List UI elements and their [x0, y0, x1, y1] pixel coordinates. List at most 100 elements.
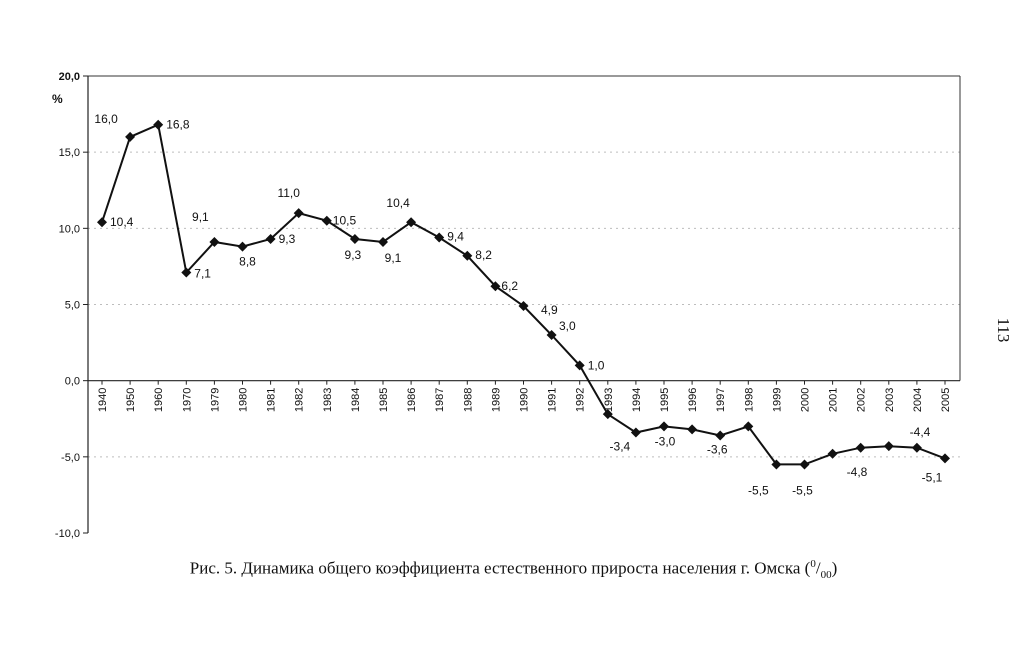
caption-sup: 0 — [810, 558, 816, 570]
data-label: 9,4 — [447, 229, 464, 243]
data-point — [855, 442, 866, 453]
data-label: 4,9 — [541, 303, 558, 317]
x-tick-label: 1988 — [462, 388, 474, 412]
y-axis-label: % — [52, 92, 63, 106]
x-tick-label: 1970 — [181, 388, 193, 412]
data-point — [518, 301, 529, 312]
y-tick-label: 15,0 — [59, 147, 80, 159]
data-label: 10,5 — [333, 214, 357, 228]
data-point — [574, 360, 585, 371]
data-label: 9,3 — [345, 248, 362, 262]
data-label: -4,8 — [847, 465, 868, 479]
x-tick-label: 1980 — [238, 388, 250, 412]
x-tick-label: 2004 — [912, 388, 924, 412]
x-tick-label: 1985 — [378, 388, 390, 412]
x-tick-label: 1997 — [715, 388, 727, 412]
data-point — [293, 208, 304, 219]
caption-slash: / — [815, 558, 821, 578]
series-line — [101, 123, 946, 466]
data-label: 6,2 — [501, 279, 518, 293]
data-label: -3,6 — [707, 443, 728, 457]
data-point — [462, 250, 473, 261]
data-point — [237, 241, 248, 252]
y-tick-label: 20,0 — [59, 71, 80, 83]
x-tick-label: 1979 — [209, 388, 221, 412]
data-point — [827, 448, 838, 459]
data-point — [153, 119, 164, 130]
y-tick-label: -10,0 — [55, 528, 80, 540]
data-point — [630, 427, 641, 438]
data-label: 9,1 — [192, 210, 209, 224]
x-tick-label: 1993 — [603, 388, 615, 412]
data-point — [181, 267, 192, 278]
data-point — [799, 459, 810, 470]
data-label: -3,0 — [655, 434, 676, 448]
data-point — [743, 421, 754, 432]
data-label: -5,5 — [748, 483, 769, 497]
data-label: -5,5 — [792, 483, 813, 497]
x-tick-label: 2000 — [800, 388, 812, 412]
x-tick-label: 1992 — [575, 388, 587, 412]
x-tick-label: 1960 — [153, 388, 165, 412]
x-tick-label: 1940 — [97, 388, 109, 412]
data-label: 8,2 — [475, 248, 492, 262]
data-label: -5,1 — [922, 470, 943, 484]
page-number: 113 — [994, 317, 1013, 343]
x-tick-label: 1986 — [406, 388, 418, 412]
x-tick-label: 1987 — [434, 388, 446, 412]
data-label: 9,1 — [385, 251, 402, 265]
caption-close: ) — [831, 558, 838, 578]
data-point — [125, 131, 136, 142]
data-point — [659, 421, 669, 432]
x-tick-label: 1984 — [350, 388, 362, 412]
x-tick-label: 2001 — [828, 388, 840, 412]
data-point — [687, 424, 698, 435]
data-point — [97, 217, 107, 228]
x-tick-label: 2002 — [856, 388, 868, 412]
x-tick-label: 1995 — [659, 388, 671, 412]
data-point — [406, 217, 417, 228]
data-point — [321, 215, 332, 226]
data-point — [349, 233, 360, 244]
data-point — [546, 329, 557, 340]
data-label: 16,0 — [94, 112, 118, 126]
y-tick-label: -5,0 — [61, 452, 80, 464]
x-tick-label: 1994 — [631, 388, 643, 412]
x-tick-label: 1982 — [294, 388, 306, 412]
x-tick-label: 1998 — [743, 388, 755, 412]
data-point — [940, 453, 950, 464]
data-label: 11,0 — [277, 186, 300, 200]
data-label: 10,4 — [110, 215, 134, 229]
data-label: 9,3 — [279, 232, 296, 246]
data-label: 7,1 — [194, 267, 211, 281]
caption-sub: 00 — [820, 569, 832, 582]
data-label: 16,8 — [166, 118, 190, 132]
x-tick-label: 1950 — [125, 388, 137, 412]
x-tick-label: 1990 — [519, 388, 531, 412]
figure-caption: Рис. 5. Динамика общего коэффициента ест… — [0, 558, 1027, 581]
caption-text: Рис. 5. Динамика общего коэффициента ест… — [189, 558, 811, 578]
data-point — [490, 281, 501, 292]
x-tick-label: 1989 — [490, 388, 502, 412]
x-tick-label: 1999 — [771, 388, 783, 412]
data-point — [883, 441, 894, 452]
data-point — [265, 233, 276, 244]
data-label: 3,0 — [559, 319, 576, 333]
data-label: -3,4 — [610, 439, 631, 453]
x-tick-label: 1991 — [547, 388, 559, 412]
y-tick-label: 5,0 — [65, 300, 80, 312]
data-point — [434, 232, 445, 243]
x-tick-label: 1981 — [266, 388, 278, 412]
data-point — [911, 442, 922, 453]
x-tick-label: 2003 — [884, 388, 896, 412]
data-point — [209, 237, 220, 248]
data-point — [715, 430, 726, 441]
data-label: 1,0 — [588, 358, 605, 372]
data-label: 8,8 — [239, 255, 256, 269]
data-label: 10,4 — [386, 196, 410, 210]
x-tick-label: 1996 — [687, 388, 699, 412]
y-tick-label: 10,0 — [59, 223, 80, 235]
data-point — [378, 237, 388, 248]
line-chart: 20,0 15,0 10,0 5,0 0,0 -5,0 -10,0% 1940 1950 1960… — [52, 71, 961, 540]
data-label: -4,4 — [910, 425, 931, 439]
